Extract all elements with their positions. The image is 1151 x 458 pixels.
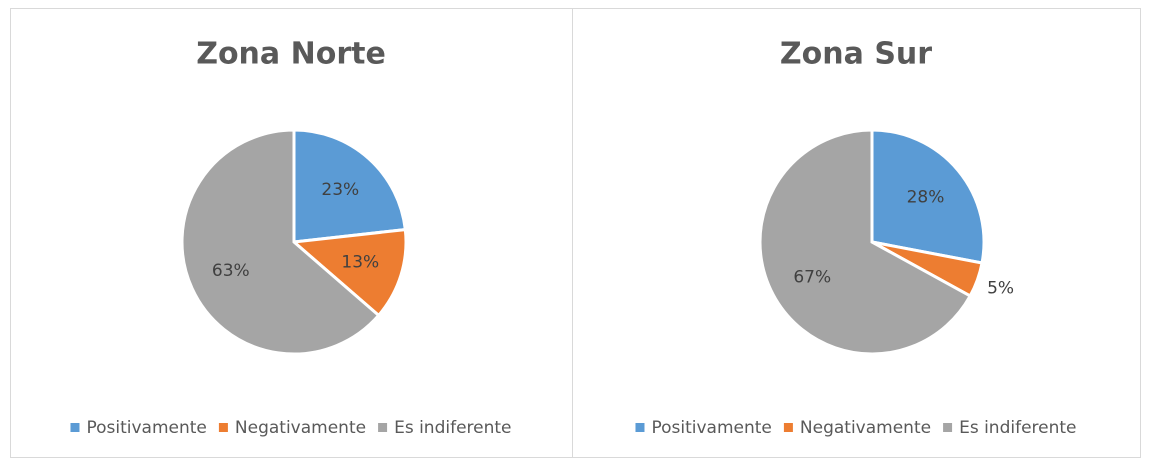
chart-title: Zona Sur [780, 37, 932, 72]
data-label: 13% [341, 253, 379, 273]
pie-slice [292, 128, 407, 244]
legend-label: Negativamente [800, 418, 931, 438]
legend-label: Es indiferente [394, 418, 511, 438]
legend-swatch [378, 423, 388, 432]
legend-label: Positivamente [651, 418, 771, 438]
legend-label: Positivamente [86, 418, 206, 438]
pie-slice [180, 128, 381, 356]
legend-swatch [635, 423, 645, 432]
data-label: 28% [907, 188, 945, 208]
legend-label: Negativamente [235, 418, 366, 438]
chart-title: Zona Norte [196, 37, 386, 72]
data-label: 23% [321, 180, 359, 200]
pie-slice [758, 128, 973, 356]
data-label: 67% [793, 267, 831, 287]
legend-label: Es indiferente [959, 418, 1076, 438]
data-label: 63% [212, 261, 250, 281]
data-label: 5% [987, 278, 1014, 298]
legend-swatch [218, 423, 228, 432]
legend-swatch [783, 423, 793, 432]
legend-swatch [943, 423, 953, 432]
pie-slice [870, 128, 986, 265]
pie-slice [290, 227, 408, 318]
legend-swatch [70, 423, 80, 432]
